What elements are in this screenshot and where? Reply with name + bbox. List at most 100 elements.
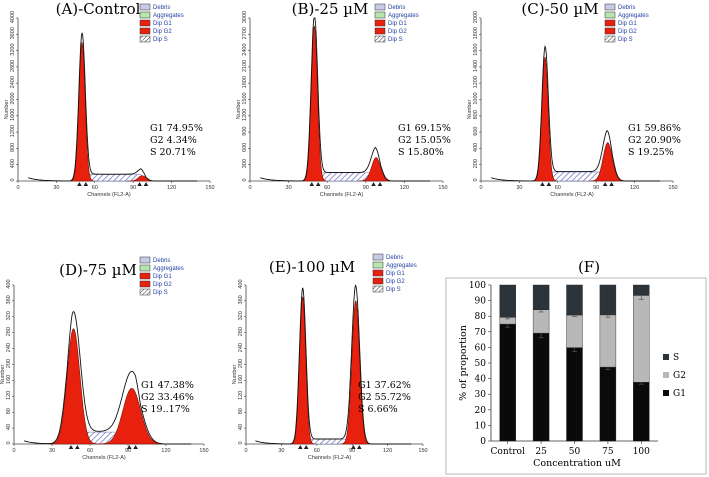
x-tick-label: 150 [438, 185, 447, 191]
legend-label: G2 [673, 371, 686, 381]
y-tick-label: 280 [6, 327, 12, 336]
stat-line: S 19.25% [628, 147, 674, 158]
peak-marker [351, 445, 356, 449]
y-tick-label: 600 [473, 127, 479, 136]
y-tick-label: 1200 [242, 109, 248, 121]
legend-swatch [139, 264, 151, 272]
y-tick-label: 50 [475, 359, 487, 369]
panel-b: (B)-25 µM0300600900120015001800210024002… [236, 0, 451, 198]
x-tick-label: 50 [569, 447, 581, 457]
bar-g1 [599, 366, 617, 442]
legend-swatch [604, 3, 616, 11]
y-tick-label: 20 [475, 406, 487, 416]
y-tick-label: 200 [473, 159, 479, 168]
y-tick-label: 240 [238, 343, 244, 352]
legend-label: G1 [673, 389, 686, 399]
g2-peak [340, 300, 372, 445]
legend-label: Debris [153, 5, 170, 11]
legend-label: Debris [618, 5, 635, 11]
legend-swatch [139, 11, 151, 19]
stat-line: G2 15.05% [398, 135, 451, 146]
legend-swatch [604, 35, 616, 43]
stat-name: G2 [398, 135, 412, 146]
legend-label: Debris [388, 5, 405, 11]
x-tick-label: 30 [53, 185, 59, 191]
x-tick-label: 0 [248, 185, 251, 191]
peak-marker [540, 182, 545, 186]
legend-label: Aggregates [153, 266, 184, 272]
y-tick-label: 160 [6, 375, 12, 384]
x-tick-label: 90 [125, 448, 131, 454]
legend-swatch [372, 269, 384, 277]
y-tick-label: 10 [475, 421, 487, 431]
legend-label: Aggregates [618, 13, 649, 19]
bar-g2 [633, 295, 650, 383]
x-tick-label: 60 [555, 185, 561, 191]
peak-marker [309, 182, 315, 186]
stat-value: 20.90% [645, 135, 681, 146]
legend-swatch [374, 35, 386, 43]
y-tick-label: 800 [10, 143, 16, 152]
peak-marker [609, 182, 614, 186]
bar-s [499, 284, 516, 318]
x-tick-label: 120 [161, 448, 170, 454]
x-tick-label: 60 [92, 185, 98, 191]
stat-name: S [628, 147, 635, 158]
legend-swatch [663, 372, 669, 378]
legend-swatch [139, 27, 151, 35]
legend-label: Debris [153, 258, 170, 264]
y-tick-label: 80 [6, 408, 12, 414]
y-tick-label: 1800 [473, 27, 479, 39]
x-tick-label: 60 [324, 185, 330, 191]
stat-name: G1 [150, 123, 164, 134]
legend-swatch [139, 3, 151, 11]
y-tick-label: 1600 [473, 43, 479, 55]
y-tick-label: 200 [6, 359, 12, 368]
peak-marker [602, 182, 608, 186]
bar-g1 [499, 323, 516, 442]
bar-s [599, 284, 617, 316]
bar-g2 [599, 314, 617, 368]
g2-peak [589, 142, 627, 182]
legend-swatch [374, 3, 386, 11]
y-tick-label: 2000 [10, 92, 16, 104]
x-axis-label: Channels (FL2-A) [320, 192, 364, 198]
stat-name: G2 [628, 135, 642, 146]
y-tick-label: 3600 [10, 27, 16, 39]
peak-marker [143, 182, 149, 186]
y-tick-label: 1200 [10, 125, 16, 137]
stat-line: G2 33.46% [141, 392, 194, 403]
stat-name: S [398, 147, 405, 158]
x-tick-label: 0 [16, 185, 19, 191]
y-tick-label: 60 [475, 343, 487, 353]
y-tick-label: 320 [6, 311, 12, 320]
x-axis-label: Channels (FL2-A) [82, 455, 126, 461]
legend-swatch [604, 27, 616, 35]
peak-marker [137, 182, 142, 186]
x-tick-label: 30 [516, 185, 522, 191]
x-tick-label: 0 [12, 448, 15, 454]
y-tick-label: 280 [238, 327, 244, 336]
legend-swatch [604, 11, 616, 19]
stat-value: 55.72% [375, 392, 411, 403]
y-tick-label: 40 [475, 375, 487, 385]
x-tick-label: 90 [130, 185, 136, 191]
x-tick-label: 30 [278, 448, 284, 454]
x-tick-label: 0 [244, 448, 247, 454]
y-axis-label: Number [4, 100, 10, 120]
panel-title: (B)-25 µM [292, 0, 369, 18]
y-tick-label: 400 [238, 279, 244, 288]
y-tick-label: 80 [238, 408, 244, 414]
peak-marker [303, 445, 309, 449]
y-tick-label: 1400 [473, 60, 479, 72]
x-tick-label: 75 [602, 447, 614, 457]
y-tick-label: 120 [6, 391, 12, 400]
g1-peak [532, 56, 558, 182]
peak-marker [126, 445, 132, 449]
stat-line: S 15.80% [398, 147, 444, 158]
g1-peak [48, 328, 99, 445]
y-tick-label: 400 [473, 143, 479, 152]
y-tick-label: 0 [480, 437, 486, 447]
panel-title: (A)-Control [56, 0, 141, 18]
